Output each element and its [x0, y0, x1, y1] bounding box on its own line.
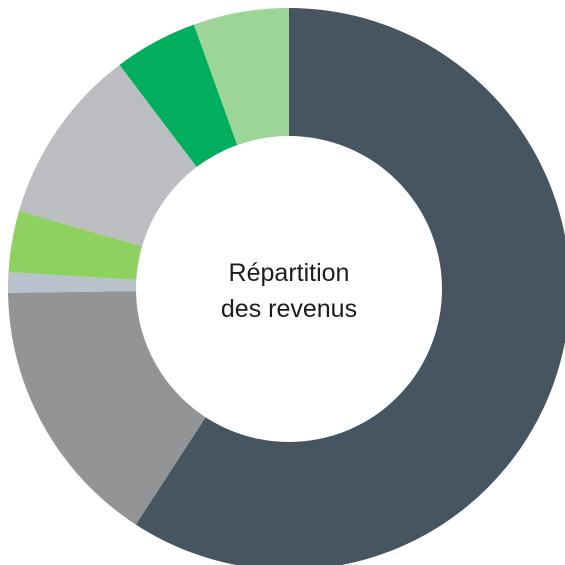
center-title-line-1: Répartition [229, 259, 350, 287]
center-title-line-2: des revenus [221, 295, 357, 323]
donut-hole [136, 136, 442, 442]
